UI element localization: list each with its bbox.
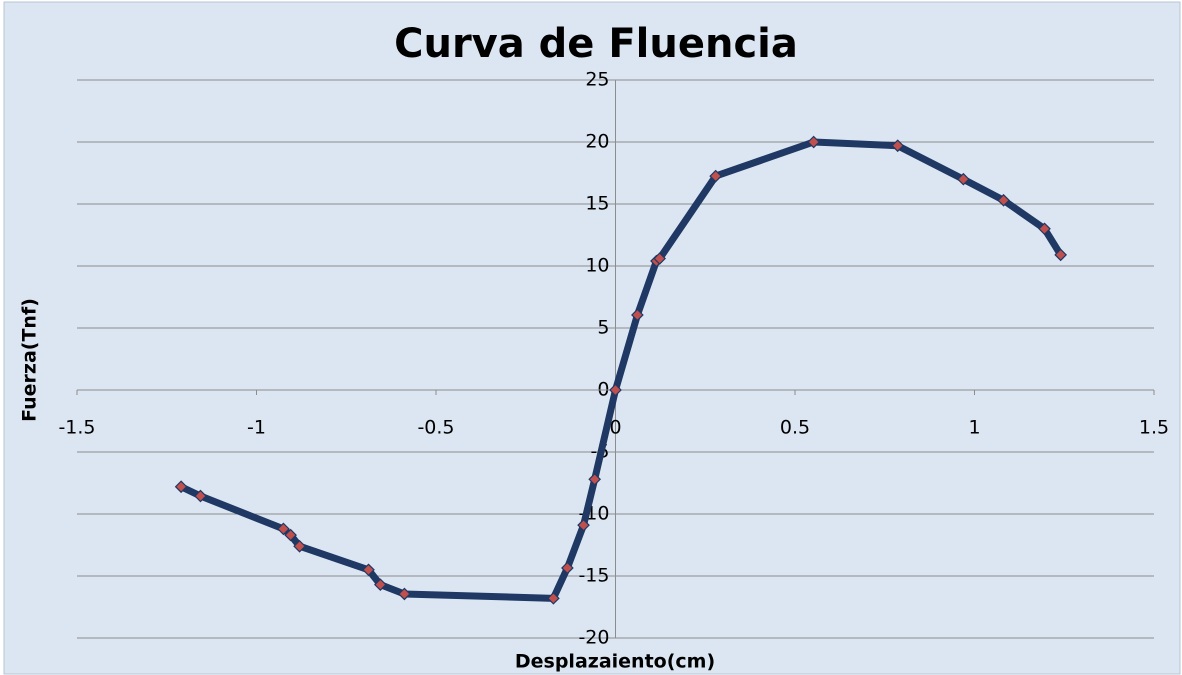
y-axis-label: Fuerza(Tnf) xyxy=(19,298,41,422)
data-point xyxy=(891,139,905,153)
data-point xyxy=(362,563,375,577)
data-point xyxy=(631,308,644,322)
data-point xyxy=(1038,222,1051,236)
data-point xyxy=(277,522,290,536)
chart-background xyxy=(3,1,1181,675)
x-tick-label: 0 xyxy=(609,417,621,439)
y-tick-label: 15 xyxy=(585,193,609,215)
y-tick-label: 5 xyxy=(597,317,609,339)
x-axis-label: Desplazaiento(cm) xyxy=(515,651,715,673)
data-point xyxy=(609,383,622,397)
data-point xyxy=(561,561,574,575)
data-point xyxy=(588,472,602,486)
data-point xyxy=(194,489,207,503)
data-point xyxy=(807,135,821,149)
x-tick-label: -1.5 xyxy=(58,417,95,439)
y-tick-label: -15 xyxy=(578,565,609,587)
data-point xyxy=(997,193,1010,207)
data-point xyxy=(293,539,306,553)
data-point xyxy=(547,591,560,605)
y-tick-label: -20 xyxy=(578,627,609,649)
chart-title: Curva de Fluencia xyxy=(394,21,798,67)
data-point xyxy=(398,587,411,601)
x-tick-label: 1.5 xyxy=(1139,417,1169,439)
y-tick-label: 25 xyxy=(585,69,609,91)
data-point xyxy=(709,169,723,183)
data-point xyxy=(957,172,970,186)
y-tick-label: 20 xyxy=(585,131,609,153)
data-point xyxy=(284,528,297,542)
data-point xyxy=(374,578,387,592)
x-tick-label: 1 xyxy=(968,417,980,439)
x-tick-label: 0.5 xyxy=(780,417,810,439)
data-point xyxy=(653,252,667,265)
y-tick-label: 10 xyxy=(585,255,609,277)
data-point xyxy=(577,518,590,532)
data-point xyxy=(174,480,188,494)
data-point xyxy=(1054,248,1068,262)
x-tick-label: -1 xyxy=(247,417,266,439)
x-tick-label: -0.5 xyxy=(417,417,454,439)
